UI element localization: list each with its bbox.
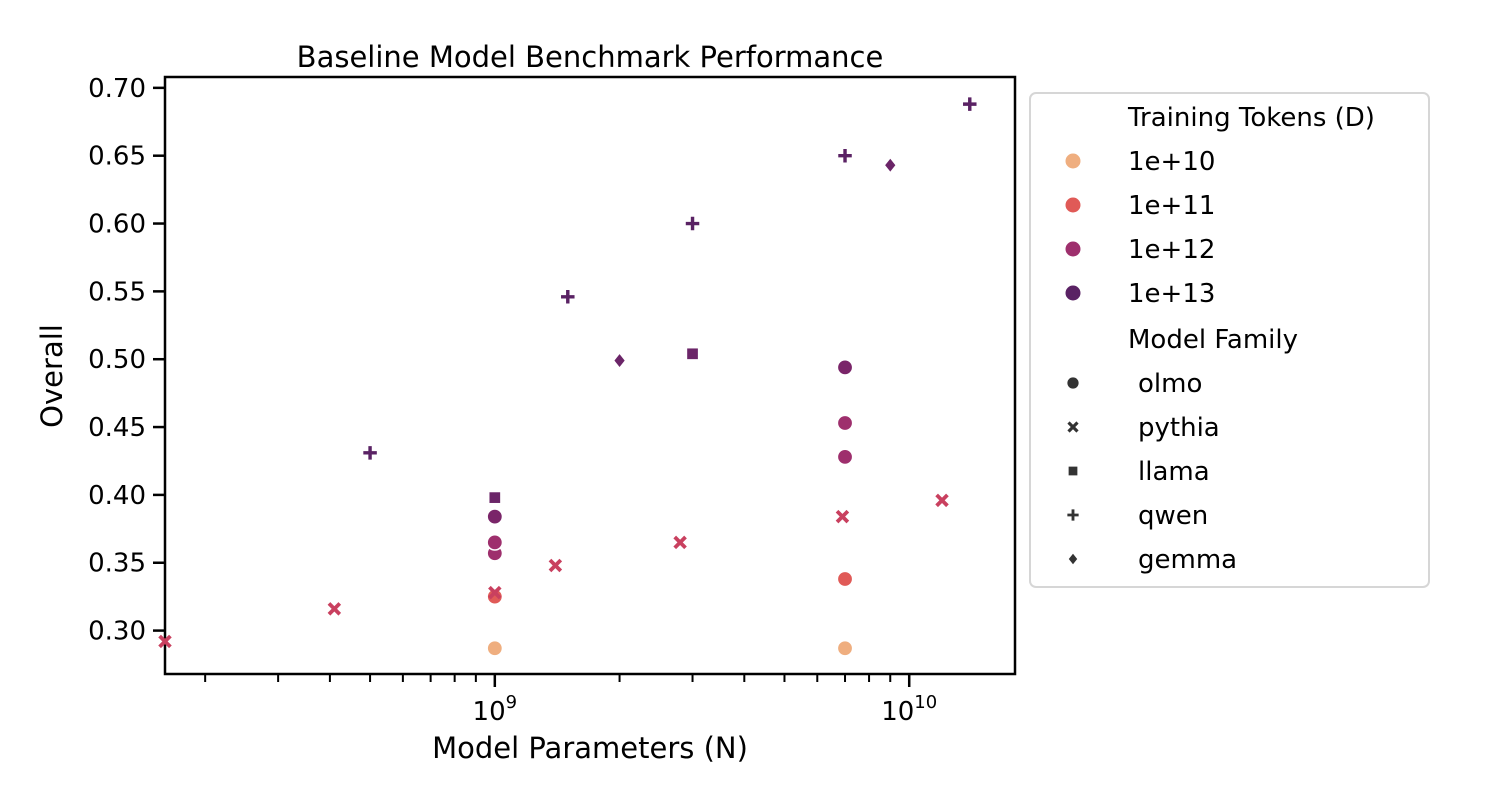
legend-style-label: pythia xyxy=(1138,413,1220,443)
y-tick-label: 0.70 xyxy=(88,74,146,104)
data-point-olmo xyxy=(486,639,504,657)
legend-hue-marker xyxy=(1064,240,1082,258)
y-axis-label: Overall xyxy=(35,324,69,428)
y-tick-label: 0.60 xyxy=(88,210,146,240)
data-point-gemma xyxy=(613,352,626,369)
legend-x-icon xyxy=(1067,421,1079,433)
y-tick-label: 0.35 xyxy=(88,549,146,579)
y-tick-label: 0.30 xyxy=(88,617,146,647)
y-tick-label: 0.40 xyxy=(88,481,146,511)
legend-frame xyxy=(1029,92,1430,588)
data-point-gemma xyxy=(883,157,897,174)
legend-diamond-icon xyxy=(1067,552,1079,566)
x-axis-label: Model Parameters (N) xyxy=(432,731,748,765)
x-tick-label: 109 xyxy=(473,692,518,727)
data-point-qwen xyxy=(561,290,575,304)
data-point-llama xyxy=(488,491,502,504)
data-point-qwen xyxy=(963,97,977,111)
legend-square-icon xyxy=(1067,465,1079,477)
legend-hue-marker xyxy=(1064,152,1082,170)
x-axis: 109 1010 xyxy=(204,674,937,727)
plot-area xyxy=(163,75,1017,676)
y-tick-label: 0.45 xyxy=(88,413,146,443)
legend-style-title: Model Family xyxy=(1128,325,1298,355)
legend-hue-label: 1e+11 xyxy=(1128,191,1215,221)
legend-style-label: llama xyxy=(1138,457,1210,487)
data-point-pythia xyxy=(548,558,563,573)
data-point-olmo xyxy=(836,639,854,657)
data-point-llama xyxy=(686,347,699,361)
data-point-pythia xyxy=(835,509,850,524)
data-point-qwen xyxy=(363,446,377,460)
y-tick-label: 0.50 xyxy=(88,345,146,375)
data-point-olmo xyxy=(486,588,504,606)
legend-hue-label: 1e+13 xyxy=(1128,279,1215,309)
legend-circle-icon xyxy=(1065,375,1081,391)
legend-hue-label: 1e+12 xyxy=(1128,235,1215,265)
chart-title: Baseline Model Benchmark Performance xyxy=(297,40,884,74)
data-point-olmo xyxy=(836,448,854,466)
legend-hue-marker xyxy=(1064,284,1082,302)
legend-style-label: olmo xyxy=(1138,369,1202,399)
data-point-pythia xyxy=(327,602,342,616)
legend-hue-marker xyxy=(1064,196,1082,214)
data-point-olmo xyxy=(836,414,854,432)
data-points xyxy=(158,97,977,657)
legend-style-label: qwen xyxy=(1138,501,1208,531)
data-point-pythia xyxy=(935,493,949,508)
data-point-pythia xyxy=(158,634,172,649)
data-point-olmo xyxy=(836,570,854,588)
y-tick-label: 0.65 xyxy=(88,142,146,172)
y-axis: 0.30 0.35 0.40 0.45 0.50 0.55 0.60 0.65 0.70 xyxy=(88,74,165,647)
legend-hue-label: 1e+10 xyxy=(1128,147,1215,177)
data-point-qwen xyxy=(685,216,700,231)
y-tick-label: 0.55 xyxy=(88,277,146,307)
data-point-pythia xyxy=(673,535,687,550)
legend-plus-icon xyxy=(1067,509,1079,521)
data-point-pythia xyxy=(488,585,502,600)
data-point-olmo xyxy=(486,533,504,551)
data-point-olmo xyxy=(486,508,504,526)
legend-hue-title: Training Tokens (D) xyxy=(1127,103,1375,133)
data-point-olmo xyxy=(836,358,854,376)
x-tick-label: 1010 xyxy=(881,692,937,727)
legend: Training Tokens (D) Model Family 1e+10 1e… xyxy=(1029,92,1430,588)
data-point-qwen xyxy=(838,148,852,163)
legend-style-label: gemma xyxy=(1138,545,1237,575)
